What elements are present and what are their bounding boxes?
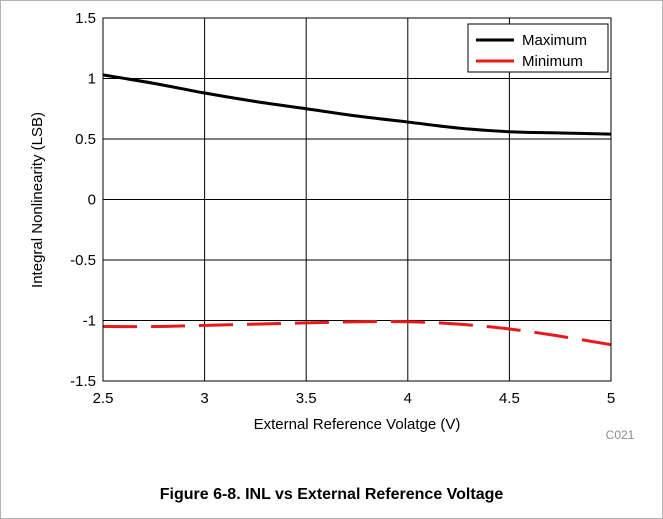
figure-code: C021 xyxy=(606,428,635,442)
legend-label-minimum: Minimum xyxy=(522,53,583,70)
y-tick-label: 0 xyxy=(88,192,96,209)
x-tick-label: 2.5 xyxy=(93,390,114,407)
legend-box xyxy=(467,23,609,73)
x-tick-labels: 2.5 3 3.5 4 4.5 5 xyxy=(93,390,616,407)
x-tick-label: 3.5 xyxy=(296,390,317,407)
y-tick-label: 1 xyxy=(88,71,96,88)
legend: Maximum Minimum xyxy=(467,23,609,73)
y-tick-label: 0.5 xyxy=(75,131,96,148)
x-tick-label: 3 xyxy=(200,390,208,407)
y-tick-label: 1.5 xyxy=(75,10,96,27)
x-tick-label: 4.5 xyxy=(499,390,520,407)
x-tick-label: 4 xyxy=(404,390,412,407)
y-tick-label: -1 xyxy=(83,313,96,330)
series-lines xyxy=(102,73,612,347)
figure-caption: Figure 6-8. INL vs External Reference Vo… xyxy=(159,486,504,503)
plot-border xyxy=(102,17,612,382)
x-axis-label: External Reference Volatge (V) xyxy=(254,416,461,433)
series-line-maximum xyxy=(102,73,612,136)
inl-chart: 2.5 3 3.5 4 4.5 5 -1.5 -1 -0.5 0 0.5 1 1.5 External… xyxy=(29,10,635,442)
y-tick-labels: -1.5 -1 -0.5 0 0.5 1 1.5 xyxy=(70,10,96,390)
y-tick-label: -1.5 xyxy=(70,373,96,390)
y-axis-label: Integral Nonlinearity (LSB) xyxy=(29,112,46,288)
y-tick-label: -0.5 xyxy=(70,252,96,269)
x-tick-label: 5 xyxy=(607,390,615,407)
legend-label-maximum: Maximum xyxy=(522,32,587,49)
series-line-minimum xyxy=(102,319,612,347)
